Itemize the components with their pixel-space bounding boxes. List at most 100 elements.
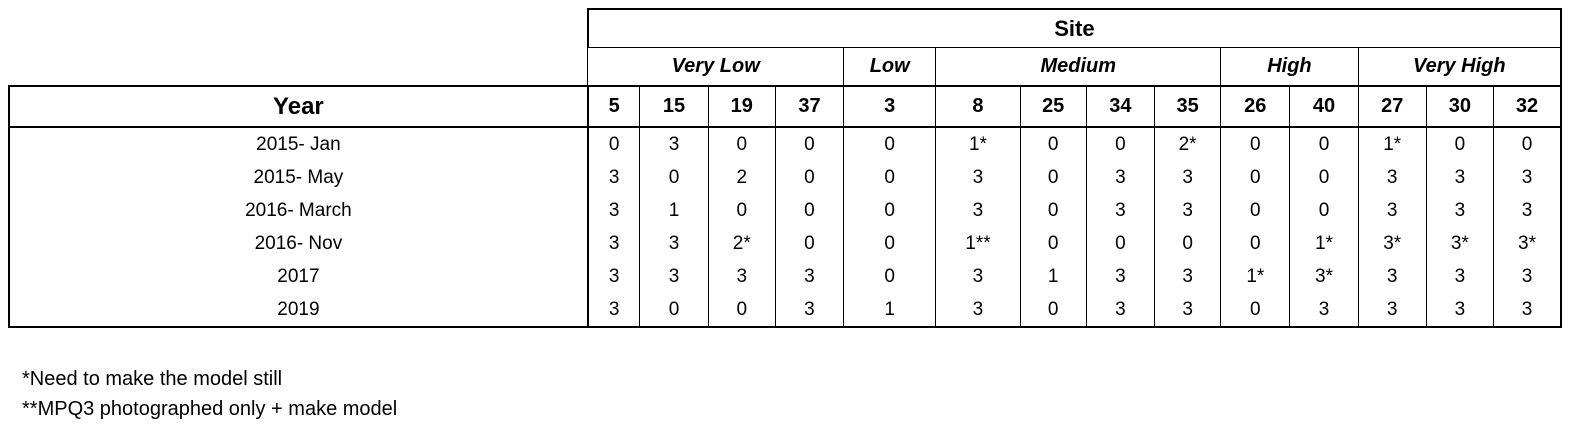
value-cell: 2 — [707, 161, 776, 194]
value-cell: 3 — [1085, 260, 1156, 293]
site-column-header: 5 — [587, 85, 641, 128]
value-cell: 3 — [1357, 161, 1427, 194]
value-cell: 0 — [843, 161, 937, 194]
value-cell: 3 — [1493, 194, 1563, 227]
survey-table: Site Very Low Low Medium High Very High Year… — [8, 8, 1563, 328]
site-column-header: 30 — [1425, 85, 1495, 128]
value-cell: 3 — [587, 227, 641, 260]
table-body: Site Very Low Low Medium High Very High Year… — [8, 8, 1563, 328]
value-cell: 3 — [1357, 260, 1427, 293]
category-header: Very Low — [587, 47, 845, 86]
value-cell: 3 — [587, 293, 641, 328]
value-cell: 0 — [1425, 127, 1495, 161]
category-row: Very Low Low Medium High Very High — [9, 47, 1562, 87]
value-cell: 1 — [639, 194, 709, 227]
value-cell: 0 — [639, 161, 709, 194]
footnote-double-asterisk: **MPQ3 photographed only + make model — [22, 398, 398, 420]
table-row: 2016- March 3 1 0 0 0 3 0 3 3 0 0 3 3 3 — [8, 194, 1563, 227]
value-cell: 0 — [843, 194, 937, 227]
site-column-header: 32 — [1493, 85, 1563, 128]
value-cell: 3 — [1153, 194, 1222, 227]
site-column-header: 35 — [1153, 85, 1222, 128]
value-cell: 0 — [1019, 161, 1087, 194]
category-header: Very High — [1357, 47, 1562, 86]
value-cell: 3 — [1085, 161, 1156, 194]
table-row: 2015- May 3 0 2 0 0 3 0 3 3 0 0 3 3 3 — [8, 161, 1563, 194]
value-cell: 0 — [1220, 194, 1291, 227]
year-cell: 2016- Nov — [8, 227, 589, 260]
value-cell: 0 — [843, 127, 937, 161]
year-cell: 2016- March — [8, 194, 589, 227]
footnote-single-asterisk: *Need to make the model still — [22, 368, 283, 390]
year-cell: 2019 — [8, 293, 589, 328]
value-cell: 3 — [1493, 293, 1563, 328]
value-cell: 1* — [1357, 127, 1427, 161]
site-row: Site — [9, 8, 1563, 48]
value-cell: 0 — [1019, 227, 1087, 260]
value-cell: 0 — [774, 127, 845, 161]
site-column-header: 8 — [935, 85, 1021, 128]
year-cell: 2015- May — [8, 161, 589, 194]
value-cell: 3 — [587, 194, 641, 227]
value-cell: 0 — [774, 227, 845, 260]
value-cell: 0 — [1220, 127, 1291, 161]
value-cell: 3 — [935, 161, 1021, 194]
value-cell: 3 — [587, 161, 641, 194]
value-cell: 3 — [935, 260, 1021, 293]
site-column-header: 15 — [639, 85, 709, 128]
value-cell: 3 — [1425, 293, 1495, 328]
value-cell: 3 — [639, 227, 709, 260]
site-column-header: 37 — [774, 85, 845, 128]
value-cell: 3 — [1085, 194, 1156, 227]
value-cell: 3 — [1153, 260, 1222, 293]
value-cell: 0 — [1085, 227, 1156, 260]
value-cell: 1** — [935, 227, 1021, 260]
value-cell: 0 — [774, 161, 845, 194]
value-cell: 0 — [1220, 227, 1291, 260]
site-column-header: 26 — [1220, 85, 1291, 128]
value-cell: 0 — [639, 293, 709, 328]
value-cell: 3 — [1493, 260, 1563, 293]
value-cell: 3 — [1153, 293, 1222, 328]
table-row: 2017 3 3 3 3 0 3 1 3 3 1* 3* 3 3 3 — [8, 260, 1563, 293]
category-header: Low — [843, 47, 937, 86]
value-cell: 3* — [1493, 227, 1563, 260]
value-cell: 0 — [1220, 161, 1291, 194]
value-cell: 0 — [1289, 161, 1359, 194]
value-cell: 0 — [1220, 293, 1291, 328]
value-cell: 3 — [1493, 161, 1563, 194]
value-cell: 3 — [1289, 293, 1359, 328]
table-row: 2019 3 0 0 3 1 3 0 3 3 0 3 3 3 3 — [8, 293, 1563, 328]
value-cell: 3* — [1425, 227, 1495, 260]
corner-blank — [9, 48, 588, 87]
value-cell: 3 — [1425, 161, 1495, 194]
value-cell: 3 — [707, 260, 776, 293]
value-cell: 3* — [1289, 260, 1359, 293]
value-cell: 3 — [935, 293, 1021, 328]
value-cell: 1* — [1220, 260, 1291, 293]
value-cell: 3 — [1357, 194, 1427, 227]
value-cell: 0 — [843, 260, 937, 293]
site-column-header: 27 — [1357, 85, 1427, 128]
value-cell: 0 — [707, 194, 776, 227]
value-cell: 1 — [843, 293, 937, 328]
header-row: Year 5 15 19 37 3 8 25 34 35 26 40 27 30 32 — [8, 85, 1563, 128]
value-cell: 0 — [774, 194, 845, 227]
value-cell: 3 — [774, 260, 845, 293]
value-cell: 0 — [1289, 194, 1359, 227]
value-cell: 1 — [1019, 260, 1087, 293]
footnotes: *Need to make the model still **MPQ3 pho… — [22, 364, 397, 424]
value-cell: 0 — [1493, 127, 1563, 161]
value-cell: 3 — [774, 293, 845, 328]
table-row: 2015- Jan 0 3 0 0 0 1* 0 0 2* 0 0 1* 0 0 — [8, 127, 1563, 161]
value-cell: 0 — [843, 227, 937, 260]
value-cell: 3 — [639, 260, 709, 293]
year-header: Year — [8, 85, 589, 128]
value-cell: 3* — [1357, 227, 1427, 260]
value-cell: 0 — [1153, 227, 1222, 260]
category-header: Medium — [935, 47, 1222, 86]
year-cell: 2017 — [8, 260, 589, 293]
value-cell: 2* — [1153, 127, 1222, 161]
value-cell: 2* — [707, 227, 776, 260]
year-cell: 2015- Jan — [8, 127, 589, 161]
